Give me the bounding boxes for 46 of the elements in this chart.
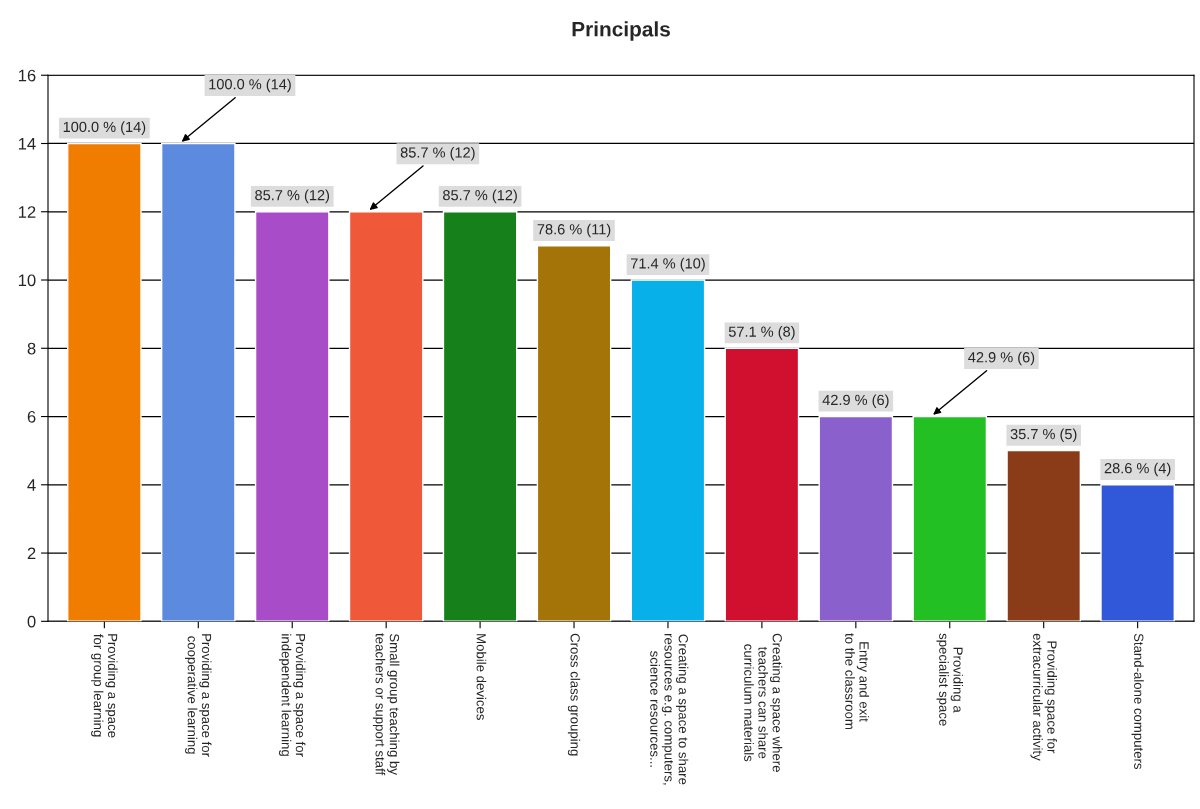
bar	[160, 142, 236, 622]
data-label: 71.4 % (10)	[631, 257, 705, 272]
data-label: 85.7 % (12)	[400, 146, 475, 161]
bar	[818, 415, 894, 622]
chart-title: Principals	[572, 21, 670, 41]
data-label: 35.7 % (5)	[1010, 428, 1077, 443]
y-tick-label: 16	[18, 69, 36, 82]
y-tick-label: 8	[27, 342, 36, 355]
x-tick-label: Providing a space for group learning	[91, 634, 118, 738]
x-tick-label: Providing a space for cooperative learning	[185, 634, 212, 757]
data-label: 100.0 % (14)	[63, 121, 146, 135]
bar	[724, 347, 800, 622]
y-tick-label: 0	[27, 615, 36, 628]
data-label: 42.9 % (6)	[968, 351, 1035, 366]
bar	[348, 211, 424, 622]
x-tick-label: Mobile devices	[476, 634, 487, 720]
y-tick-label: 14	[18, 138, 36, 150]
x-tick-label: Creating a space where teachers can share curriculum materials	[744, 633, 783, 772]
y-tick-label: 2	[27, 547, 36, 560]
data-label: 78.6 % (11)	[537, 223, 611, 238]
x-tick-label: Small group teaching by teachers or support staff	[372, 633, 400, 776]
x-tick-label: Cross class grouping	[567, 633, 581, 756]
y-tick-label: 10	[18, 274, 36, 287]
bar	[1006, 449, 1082, 622]
bar	[1100, 484, 1175, 622]
x-tick-label: Providing a specialist space	[936, 633, 964, 726]
bar	[912, 415, 988, 622]
x-tick-label: Providing a space for independent learning	[278, 634, 306, 757]
x-tick-label: Providing space for extracurricular activity	[1030, 633, 1057, 761]
y-tick-label: 6	[27, 410, 36, 423]
bar	[254, 211, 330, 622]
data-label: 57.1 % (8)	[728, 326, 795, 340]
bar	[67, 142, 142, 622]
data-label: 85.7 % (12)	[255, 189, 330, 204]
data-label: 42.9 % (6)	[822, 394, 889, 408]
y-tick-label: 12	[18, 206, 36, 218]
data-label: 28.6 % (4)	[1104, 462, 1171, 477]
bar	[630, 279, 706, 622]
x-tick-label: Stand-alone computers	[1131, 633, 1144, 770]
data-label: 100.0 % (14)	[209, 78, 291, 93]
x-tick-label: Entry and exit to the classroom	[845, 633, 870, 730]
x-tick-label: Creating a space to share resources e.g. computers, science resources...	[650, 633, 689, 785]
bar	[536, 245, 612, 622]
data-label: 85.7 % (12)	[443, 189, 517, 204]
bar	[442, 211, 518, 622]
y-tick-label: 4	[27, 479, 36, 491]
